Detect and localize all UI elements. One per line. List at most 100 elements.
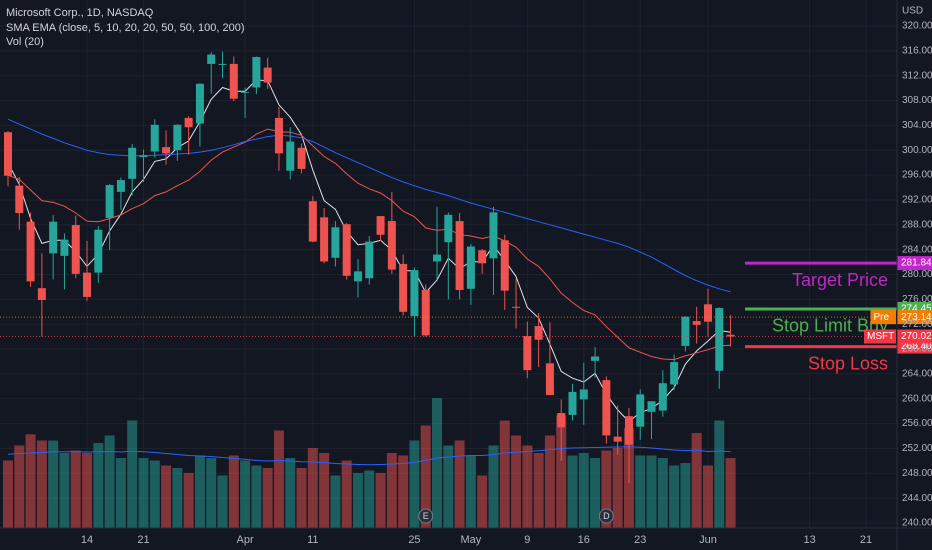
indicator-label: SMA EMA (close, 5, 10, 20, 20, 50, 50, 1… — [6, 22, 244, 34]
y-tick-label: 260.00 — [902, 393, 932, 404]
y-tick-label: 320.00 — [902, 21, 932, 32]
candle-body — [195, 83, 204, 124]
level-tag-value: 268.40 — [901, 341, 932, 352]
y-tick-label: 276.00 — [902, 294, 932, 305]
volume-bar — [138, 458, 149, 528]
candle-body — [331, 227, 340, 258]
volume-bar — [590, 458, 601, 528]
level-tag — [897, 256, 932, 271]
y-tick-label: 268.00 — [902, 344, 932, 355]
candle-body — [433, 254, 442, 262]
volume-bar — [48, 440, 59, 528]
candle-body — [658, 383, 667, 411]
volume-bar — [386, 453, 397, 528]
volume-bar — [206, 458, 217, 528]
y-tick-label: 244.00 — [902, 493, 932, 504]
chart-title: Microsoft Corp., 1D, NASDAQ — [6, 7, 154, 19]
volume-bar — [657, 458, 668, 528]
candle-body — [105, 185, 114, 218]
volume-bar — [364, 470, 375, 528]
volume-bar — [217, 475, 228, 528]
volume-bar — [533, 453, 544, 528]
candle-body — [613, 436, 622, 442]
candle-body — [150, 124, 159, 152]
candle-body — [534, 326, 543, 340]
volume-bar — [296, 468, 307, 528]
y-tick-label: 248.00 — [902, 468, 932, 479]
candle-body — [455, 221, 464, 291]
volume-bar — [172, 468, 183, 528]
volume-bar — [262, 468, 273, 528]
volume-bar — [183, 473, 194, 528]
volume-bar — [273, 430, 284, 528]
x-tick-label: 21 — [137, 534, 149, 546]
candle-body — [207, 54, 216, 64]
candle-body — [263, 67, 272, 83]
x-tick-label: 11 — [307, 534, 318, 546]
candle-body — [4, 132, 12, 176]
candle-body — [421, 290, 430, 336]
volume-bar — [578, 453, 589, 528]
level-label: Stop Loss — [808, 353, 888, 373]
y-tick-label: 256.00 — [902, 418, 932, 429]
candle-body — [15, 185, 24, 213]
y-tick-label: 308.00 — [902, 95, 932, 106]
axes: 240.00 244.00 248.00 252.00 256.00 260.00 264.… — [81, 21, 932, 546]
volume-bar — [477, 475, 488, 528]
volume-bar — [488, 445, 499, 528]
volume-bar — [3, 460, 13, 528]
level-label: Stop Limit Buy — [772, 316, 888, 336]
volume-pane — [3, 398, 736, 528]
candle-body — [94, 229, 103, 273]
candle-body — [444, 214, 453, 243]
candle-body — [37, 288, 46, 300]
candle-body — [49, 221, 58, 254]
candle-body — [376, 216, 385, 235]
price-tag-value: 273.14 — [901, 312, 932, 323]
volume-bar — [93, 443, 104, 528]
volume-bar — [82, 453, 93, 528]
y-tick-label: 296.00 — [902, 170, 932, 181]
volume-bar — [499, 420, 510, 528]
candle-body — [692, 321, 701, 325]
volume-bar — [14, 445, 25, 528]
volume-bar — [398, 455, 409, 528]
y-tick-label: 272.00 — [902, 319, 932, 330]
price-tag-name-box — [870, 310, 896, 325]
y-tick-label: 304.00 — [902, 120, 932, 131]
volume-bar — [59, 453, 70, 528]
candle-body — [71, 225, 80, 274]
x-tick-label: 14 — [81, 534, 93, 546]
volume-bar — [409, 440, 420, 528]
candle-body — [297, 147, 306, 169]
x-tick-label: May — [460, 534, 481, 546]
volume-bar — [149, 460, 160, 528]
y-tick-label: 252.00 — [902, 443, 932, 454]
volume-bar — [556, 415, 567, 528]
level-tag-value: 281.84 — [901, 258, 932, 269]
volume-bar — [680, 463, 691, 528]
currency: USD — [902, 6, 923, 17]
volume-bar — [522, 445, 533, 528]
price-tag-name: MSFT — [867, 331, 894, 342]
candle-body — [274, 117, 283, 154]
volume-bar — [432, 398, 443, 528]
x-tick-label: 16 — [578, 534, 590, 546]
y-tick-label: 288.00 — [902, 219, 932, 230]
volume-bar — [465, 455, 476, 528]
candle-body — [647, 401, 656, 412]
candle-body — [229, 63, 238, 99]
candle-body — [139, 155, 148, 158]
candle-body — [60, 239, 69, 256]
x-tick-label: 21 — [860, 534, 872, 546]
volume-bar — [725, 458, 736, 528]
volume-bar — [511, 435, 522, 528]
candle-body — [466, 246, 475, 289]
volume-bar — [646, 455, 657, 528]
candle-body — [320, 217, 329, 262]
volume-bar — [307, 448, 318, 528]
volume-bar — [36, 440, 47, 528]
candle-body — [116, 180, 125, 192]
y-tick-label: 264.00 — [902, 369, 932, 380]
